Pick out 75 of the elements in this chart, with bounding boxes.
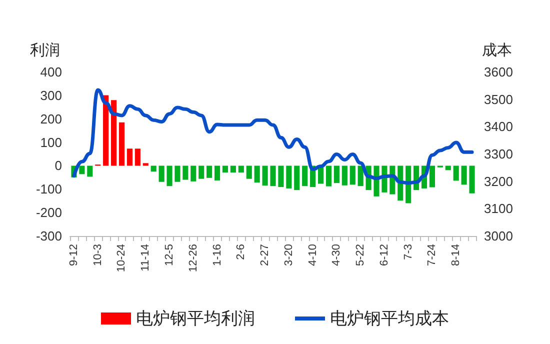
bar: [126, 148, 132, 166]
legend-label: 电炉钢平均成本: [330, 309, 449, 328]
bar: [166, 166, 172, 186]
bar: [326, 166, 332, 186]
y-tick-label: 200: [40, 111, 62, 126]
bar: [79, 166, 85, 174]
bar: [461, 166, 467, 185]
y2-tick-label: 3500: [484, 92, 513, 107]
bar: [294, 166, 300, 190]
bar: [334, 166, 340, 184]
bar: [118, 122, 125, 166]
y-tick-label: 0: [54, 158, 62, 174]
x-tick-label: 1-16: [211, 244, 224, 266]
bar: [142, 163, 148, 166]
bar: [103, 95, 109, 166]
bar: [230, 166, 236, 173]
bar: [222, 166, 228, 173]
y2-axis-title: 成本: [482, 42, 512, 59]
bar: [286, 166, 292, 188]
bar: [150, 166, 156, 172]
y-tick-label: 100: [40, 134, 62, 150]
bar: [182, 166, 188, 180]
bar: [445, 166, 451, 170]
bar: [111, 100, 117, 166]
x-tick-label: 2-27: [259, 244, 272, 266]
x-tick-label: 2-6: [235, 244, 248, 260]
x-tick-label: 12-5: [164, 244, 176, 266]
bar: [342, 166, 348, 186]
y2-tick-label: 3600: [484, 64, 513, 80]
bar: [262, 166, 268, 186]
x-tick-label: 11-14: [140, 244, 152, 272]
bar: [198, 166, 204, 179]
bar: [270, 166, 276, 186]
y-tick-label: -100: [36, 182, 62, 197]
y-axis-title: 利润: [30, 42, 60, 59]
bar: [134, 148, 140, 166]
y-tick-label: 300: [40, 88, 62, 103]
bar: [238, 166, 244, 173]
x-tick-label: 5-22: [354, 244, 367, 266]
bar: [254, 166, 260, 183]
x-tick-label: 7-3: [402, 244, 414, 260]
bar: [246, 166, 252, 179]
x-tick-label: 3-20: [282, 244, 295, 266]
legend-label: 电炉钢平均利润: [136, 309, 255, 328]
bar: [214, 166, 220, 180]
y2-tick-label: 3400: [484, 119, 513, 134]
bar: [278, 166, 284, 188]
y-tick-label: -300: [36, 228, 62, 244]
x-tick-label: 12-26: [187, 244, 200, 272]
y2-tick-label: 3100: [484, 201, 513, 216]
y-tick-label: -200: [36, 205, 62, 220]
bar: [190, 166, 196, 182]
line-series: [72, 88, 474, 185]
x-tick-label: 6-12: [378, 244, 390, 266]
y2-tick-label: 3200: [484, 174, 513, 189]
bar: [469, 166, 475, 194]
x-tick-label: 4-30: [330, 244, 343, 266]
x-tick-label: 10-24: [116, 244, 128, 272]
y-tick-label: 400: [40, 64, 62, 80]
bar: [158, 166, 164, 182]
x-tick-label: 4-10: [306, 244, 319, 266]
bar: [350, 166, 356, 185]
bar: [429, 166, 435, 188]
bar: [174, 166, 180, 182]
x-tick-label: 9-12: [68, 244, 80, 266]
bar: [453, 166, 459, 181]
x-tick-label: 7-24: [426, 244, 438, 266]
bar: [87, 166, 93, 177]
bar: [358, 166, 364, 186]
y2-tick-label: 3300: [484, 146, 513, 162]
x-tick-label: 8-14: [450, 244, 462, 266]
bar: [302, 166, 308, 186]
bar: [206, 166, 212, 178]
y2-tick-label: 3000: [484, 228, 513, 244]
x-tick-label: 10-3: [92, 244, 104, 266]
